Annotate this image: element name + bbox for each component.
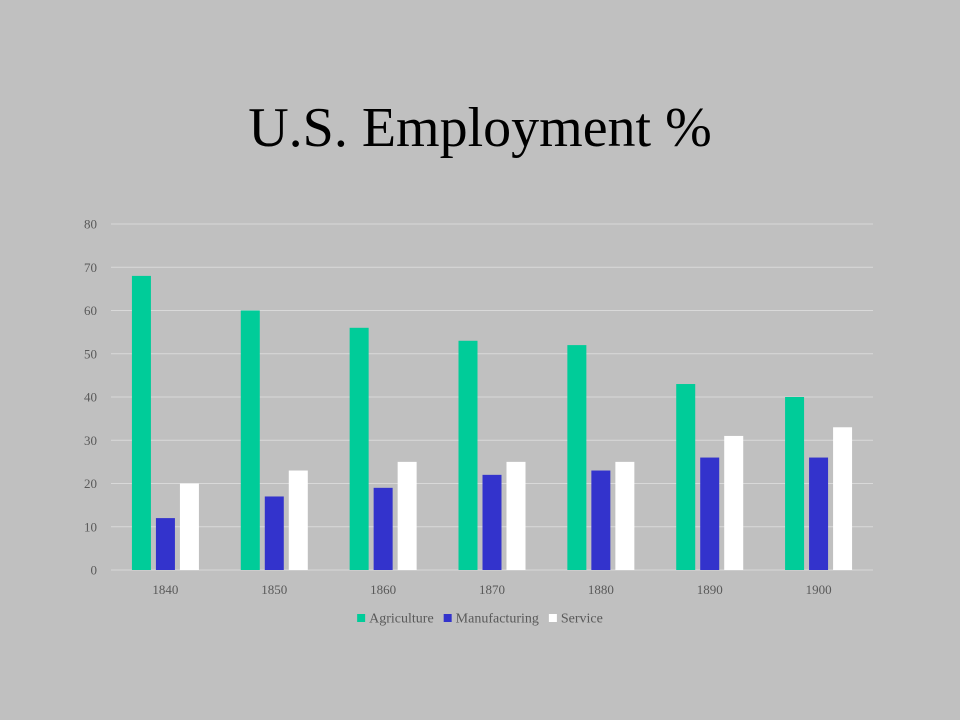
bar-manufacturing-1850	[264, 496, 284, 570]
y-tick-label: 0	[91, 563, 98, 578]
x-tick-label: 1900	[806, 582, 832, 597]
y-tick-label: 50	[84, 346, 97, 361]
legend-swatch-agriculture	[357, 614, 366, 622]
bar-service-1840	[179, 483, 199, 570]
x-tick-label: 1850	[261, 582, 287, 597]
bar-service-1890	[724, 435, 744, 570]
bar-manufacturing-1900	[809, 457, 829, 570]
bar-agriculture-1850	[240, 310, 260, 570]
axes: 0 10 20 30 40 50 60 70 80 1840 1850 1860 1870 1880 189…	[84, 217, 832, 598]
x-tick-label: 1880	[588, 582, 614, 597]
bar-agriculture-1860	[349, 327, 369, 570]
bar-agriculture-1890	[676, 384, 696, 570]
y-tick-label: 10	[84, 519, 97, 534]
bar-service-1850	[288, 470, 308, 570]
y-tick-label: 80	[84, 217, 97, 232]
legend-swatch-service	[548, 614, 557, 622]
bar-service-1860	[397, 461, 417, 570]
y-tick-label: 40	[84, 390, 97, 405]
bar-service-1870	[506, 461, 526, 570]
bar-agriculture-1900	[785, 397, 805, 570]
bar-agriculture-1880	[567, 345, 587, 570]
bar-manufacturing-1870	[482, 474, 502, 570]
bar-manufacturing-1880	[591, 470, 611, 570]
legend-label-agriculture: Agriculture	[369, 612, 434, 627]
x-tick-label: 1840	[152, 582, 178, 597]
bar-manufacturing-1890	[700, 457, 720, 570]
legend-swatch-manufacturing	[443, 614, 452, 622]
legend-label-manufacturing: Manufacturing	[456, 612, 539, 627]
bar-agriculture-1840	[131, 275, 151, 570]
bar-manufacturing-1860	[373, 487, 393, 570]
x-tick-label: 1870	[479, 582, 505, 597]
bar-service-1880	[615, 461, 635, 570]
bar-manufacturing-1840	[155, 518, 175, 570]
legend-label-service: Service	[561, 612, 603, 627]
bar-service-1900	[833, 427, 853, 570]
x-tick-label: 1890	[697, 582, 723, 597]
slide-title: U.S. Employment %	[248, 97, 712, 159]
y-tick-label: 30	[84, 433, 97, 448]
bar-agriculture-1870	[458, 340, 478, 570]
y-tick-label: 60	[84, 303, 97, 318]
y-tick-label: 70	[84, 260, 97, 275]
legend: Agriculture Manufacturing Service	[357, 612, 603, 627]
bars	[131, 275, 853, 570]
x-tick-label: 1860	[370, 582, 396, 597]
y-tick-label: 20	[84, 476, 97, 491]
